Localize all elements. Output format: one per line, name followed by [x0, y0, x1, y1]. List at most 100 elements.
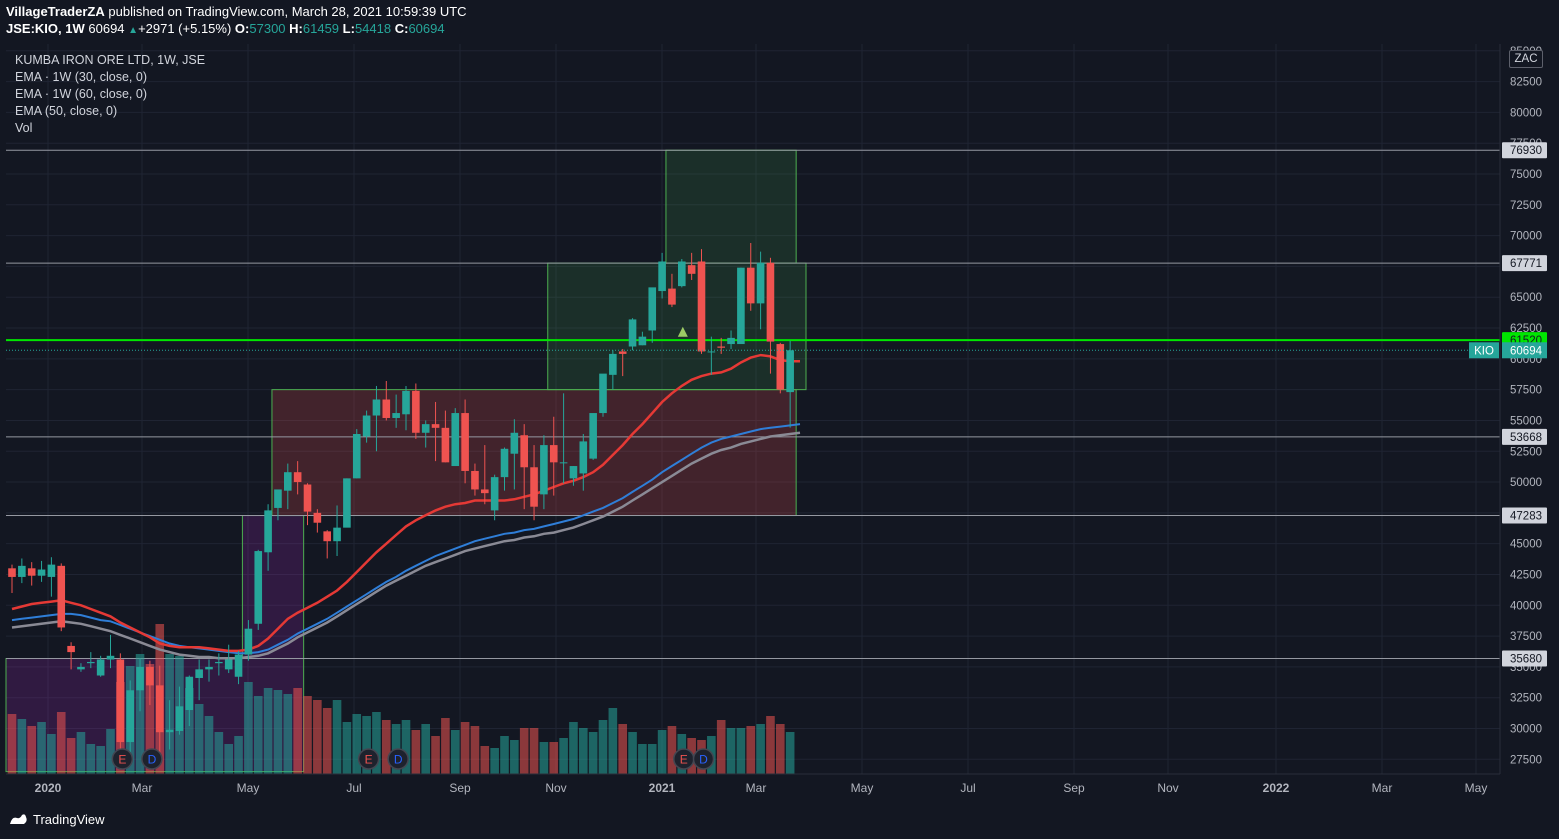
volume-bar	[332, 700, 342, 774]
price-tick-label: 65000	[1510, 292, 1542, 304]
volume-bar	[638, 744, 647, 774]
volume-bar	[657, 730, 667, 774]
volume-bar	[746, 726, 756, 774]
candle-body	[431, 424, 440, 428]
candle-body	[392, 413, 400, 418]
candle-body	[146, 666, 154, 686]
candle	[461, 399, 469, 484]
candles	[8, 243, 794, 764]
candle-body	[559, 462, 568, 464]
candle	[421, 420, 430, 448]
candle	[116, 653, 125, 764]
currency-button[interactable]: ZAC	[1509, 50, 1543, 68]
volume-bar	[776, 724, 785, 774]
volume-bar	[66, 738, 76, 774]
candle-body	[776, 344, 785, 390]
candle-body	[155, 685, 164, 733]
candle	[599, 373, 607, 417]
legend-ema-50[interactable]: EMA (50, close, 0)	[15, 104, 118, 118]
candle	[441, 410, 450, 463]
event-marker-label: D	[394, 753, 403, 767]
volume-bar	[579, 728, 588, 774]
candle-body	[678, 261, 686, 287]
horizontal-levels	[6, 149, 1500, 660]
candle-body	[264, 510, 272, 553]
candle	[490, 474, 499, 521]
candle-body	[195, 669, 203, 678]
candle-body	[589, 413, 597, 459]
legend-volume[interactable]: Vol	[15, 121, 33, 135]
high-label: H:	[289, 21, 303, 36]
candle-body	[37, 569, 46, 576]
candle-body	[333, 527, 341, 542]
volume-bar	[56, 712, 66, 774]
earnings-marker	[357, 748, 380, 770]
volume-bar	[27, 726, 36, 774]
candle-body	[737, 267, 745, 345]
candle-body	[27, 568, 36, 576]
footer-brand[interactable]: TradingView	[8, 812, 105, 827]
candle	[323, 530, 331, 559]
level-label-bg	[1502, 255, 1547, 272]
candle	[412, 383, 420, 439]
candle	[402, 385, 410, 431]
volume-bar	[214, 732, 224, 774]
candle-body	[67, 645, 75, 653]
candle	[77, 663, 85, 672]
candle-body	[205, 666, 213, 670]
volume-bar	[86, 744, 96, 774]
volume-bar	[244, 682, 253, 774]
last-price-value: 60694	[1510, 345, 1543, 357]
candle-body	[77, 666, 85, 670]
volume-bar	[194, 704, 204, 774]
candle-body	[352, 433, 361, 479]
candle	[362, 410, 371, 443]
legend-ema-30[interactable]: EMA · 1W (30, close, 0)	[15, 70, 147, 84]
price-tick-label: 72500	[1510, 200, 1542, 212]
volume-bar	[382, 720, 391, 774]
ema-30-line	[11, 353, 800, 653]
volume-bar	[401, 720, 411, 774]
price-tick-label: 52500	[1510, 446, 1542, 458]
candle	[687, 252, 696, 280]
candle-body	[136, 666, 144, 691]
candle	[274, 489, 282, 521]
volume-bar	[145, 664, 155, 774]
volume-bar	[529, 728, 539, 774]
author-name[interactable]: VillageTraderZA	[6, 4, 105, 19]
candle	[471, 463, 479, 496]
legend-ema-60[interactable]: EMA · 1W (60, close, 0)	[15, 87, 147, 101]
event-marker-label: D	[148, 753, 157, 767]
candle-body	[658, 261, 666, 292]
candle-body	[441, 427, 450, 463]
candle	[559, 393, 568, 484]
candle	[510, 419, 519, 490]
candle	[707, 336, 716, 375]
candle-body	[579, 441, 588, 474]
candle-body	[116, 659, 125, 743]
volume-bar	[185, 688, 194, 774]
candle-body	[569, 466, 578, 479]
candle	[756, 251, 765, 330]
time-tick-label: May	[237, 781, 260, 795]
buy-signal-icon	[677, 326, 688, 337]
volume-bar	[519, 728, 529, 774]
volume-bar	[608, 708, 618, 774]
candle	[658, 252, 666, 299]
volume-bar	[96, 746, 105, 774]
candle-body	[510, 432, 519, 454]
candle-body	[303, 484, 312, 512]
time-tick-label: Nov	[1157, 781, 1178, 795]
candle	[766, 257, 775, 374]
high-value: 61459	[302, 21, 340, 36]
candle	[234, 650, 243, 685]
time-tick-label: 2020	[35, 781, 62, 795]
time-tick-label: Jul	[960, 781, 975, 795]
candle-body	[175, 706, 184, 731]
candle	[185, 675, 194, 727]
candle	[520, 424, 528, 510]
volume-bar	[500, 736, 509, 774]
candle	[47, 557, 56, 597]
